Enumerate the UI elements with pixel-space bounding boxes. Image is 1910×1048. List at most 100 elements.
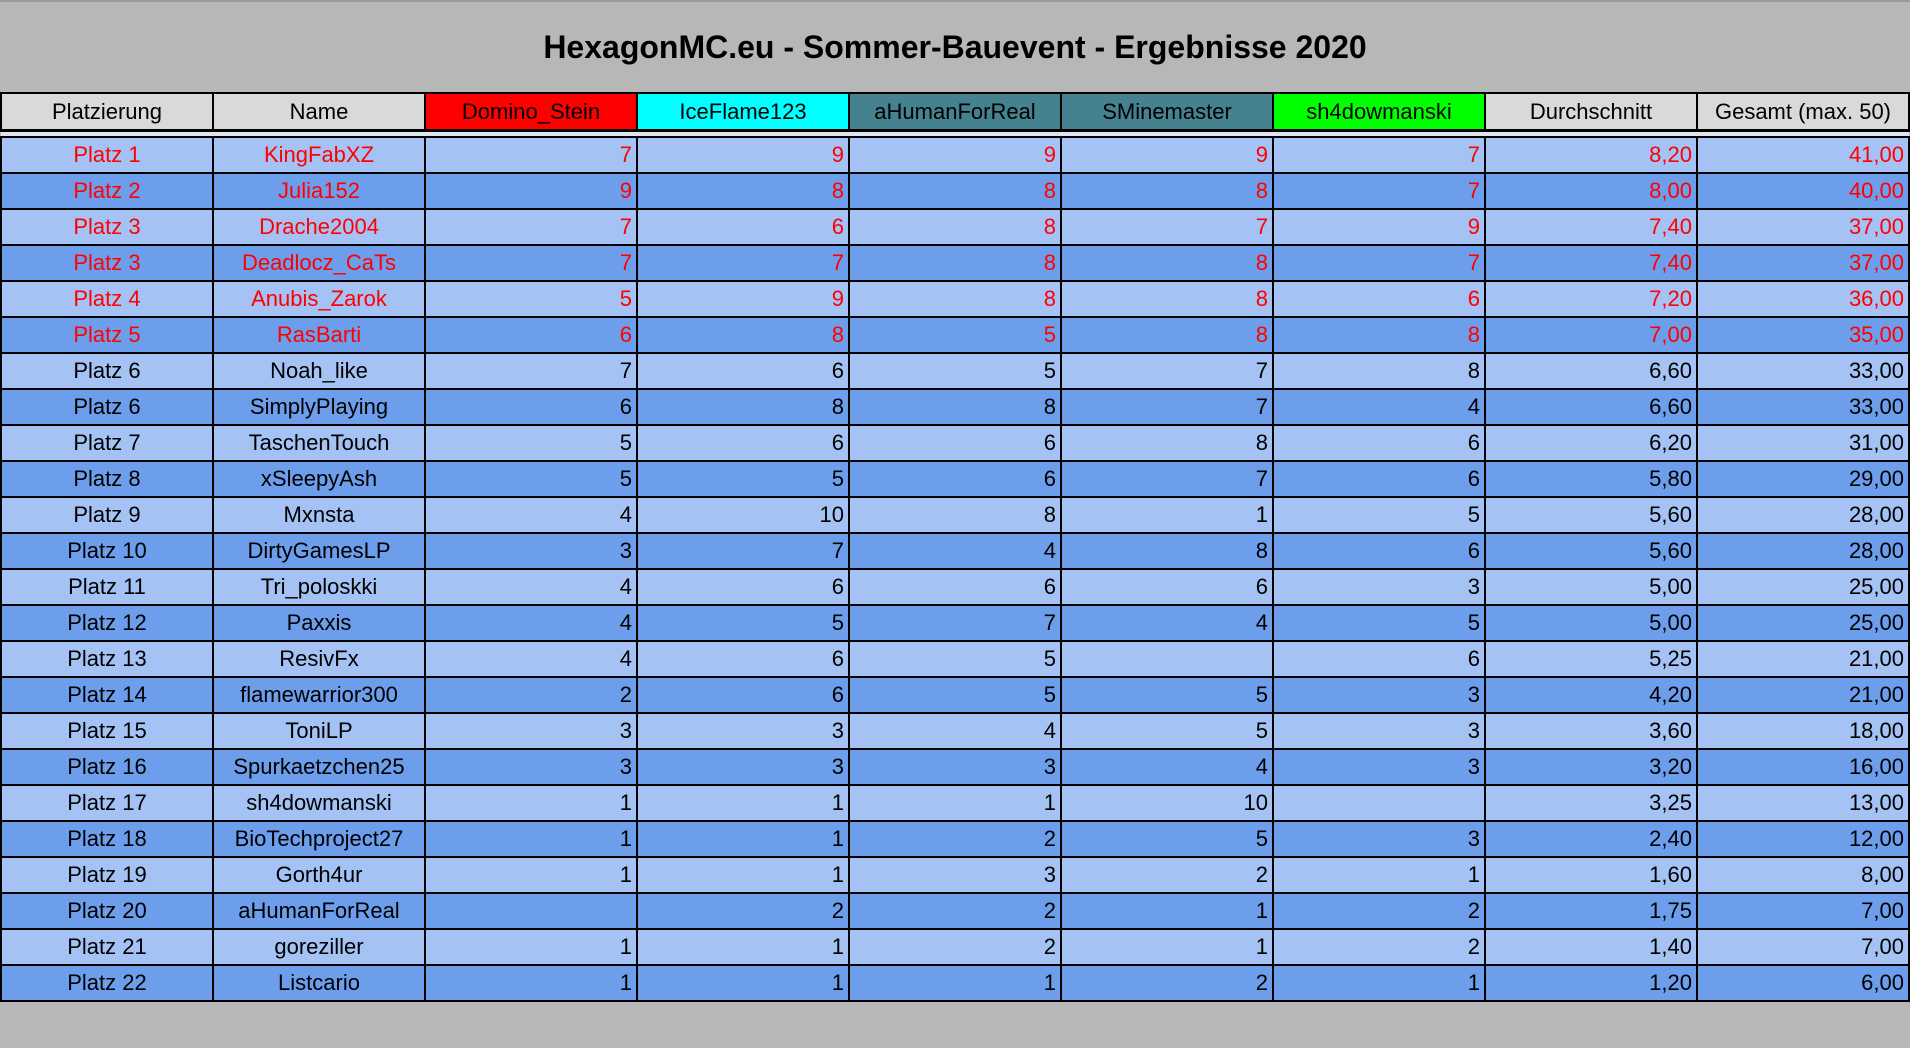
average-cell[interactable]: 8,20 [1484,136,1698,174]
score-cell[interactable]: 6 [424,388,638,426]
total-cell[interactable]: 35,00 [1696,316,1910,354]
average-cell[interactable]: 4,20 [1484,676,1698,714]
score-cell[interactable]: 2 [1272,892,1486,930]
column-header-sh4dowmanski[interactable]: sh4dowmanski [1272,92,1486,132]
score-cell[interactable]: 7 [1272,172,1486,210]
name-cell[interactable]: Deadlocz_CaTs [212,244,426,282]
score-cell[interactable]: 3 [1272,748,1486,786]
score-cell[interactable]: 7 [1272,136,1486,174]
score-cell[interactable]: 7 [424,352,638,390]
total-cell[interactable]: 12,00 [1696,820,1910,858]
score-cell[interactable]: 9 [1060,136,1274,174]
score-cell[interactable]: 8 [848,280,1062,318]
total-cell[interactable]: 33,00 [1696,352,1910,390]
score-cell[interactable]: 7 [1060,388,1274,426]
score-cell[interactable] [1060,640,1274,678]
placement-cell[interactable]: Platz 15 [0,712,214,750]
score-cell[interactable]: 5 [636,460,850,498]
total-cell[interactable]: 7,00 [1696,892,1910,930]
score-cell[interactable]: 8 [848,244,1062,282]
score-cell[interactable]: 8 [1060,532,1274,570]
name-cell[interactable]: Mxnsta [212,496,426,534]
total-cell[interactable]: 31,00 [1696,424,1910,462]
total-cell[interactable]: 18,00 [1696,712,1910,750]
score-cell[interactable]: 10 [636,496,850,534]
score-cell[interactable]: 7 [1060,208,1274,246]
score-cell[interactable]: 1 [848,784,1062,822]
score-cell[interactable]: 1 [636,928,850,966]
score-cell[interactable]: 5 [848,316,1062,354]
placement-cell[interactable]: Platz 22 [0,964,214,1002]
name-cell[interactable]: RasBarti [212,316,426,354]
name-cell[interactable]: Spurkaetzchen25 [212,748,426,786]
average-cell[interactable]: 5,60 [1484,532,1698,570]
average-cell[interactable]: 1,20 [1484,964,1698,1002]
average-cell[interactable]: 1,75 [1484,892,1698,930]
total-cell[interactable]: 28,00 [1696,532,1910,570]
column-header-iceflame123[interactable]: IceFlame123 [636,92,850,132]
placement-cell[interactable]: Platz 4 [0,280,214,318]
name-cell[interactable]: Anubis_Zarok [212,280,426,318]
score-cell[interactable]: 8 [848,172,1062,210]
average-cell[interactable]: 6,60 [1484,352,1698,390]
placement-cell[interactable]: Platz 13 [0,640,214,678]
score-cell[interactable]: 8 [1060,316,1274,354]
score-cell[interactable]: 4 [1060,604,1274,642]
score-cell[interactable]: 5 [848,676,1062,714]
column-header-name[interactable]: Name [212,92,426,132]
score-cell[interactable]: 5 [424,280,638,318]
score-cell[interactable]: 2 [1060,964,1274,1002]
score-cell[interactable]: 4 [848,712,1062,750]
placement-cell[interactable]: Platz 14 [0,676,214,714]
score-cell[interactable]: 1 [1060,496,1274,534]
score-cell[interactable]: 9 [636,136,850,174]
placement-cell[interactable]: Platz 5 [0,316,214,354]
score-cell[interactable]: 6 [636,640,850,678]
score-cell[interactable]: 3 [424,748,638,786]
score-cell[interactable]: 6 [636,208,850,246]
score-cell[interactable]: 8 [1272,316,1486,354]
name-cell[interactable]: ToniLP [212,712,426,750]
total-cell[interactable]: 8,00 [1696,856,1910,894]
average-cell[interactable]: 8,00 [1484,172,1698,210]
name-cell[interactable]: Gorth4ur [212,856,426,894]
average-cell[interactable]: 3,25 [1484,784,1698,822]
score-cell[interactable]: 8 [636,316,850,354]
score-cell[interactable]: 1 [1272,964,1486,1002]
score-cell[interactable]: 7 [1060,460,1274,498]
placement-cell[interactable]: Platz 2 [0,172,214,210]
score-cell[interactable]: 2 [1272,928,1486,966]
score-cell[interactable]: 8 [1060,424,1274,462]
score-cell[interactable]: 3 [424,712,638,750]
score-cell[interactable]: 2 [848,820,1062,858]
placement-cell[interactable]: Platz 6 [0,388,214,426]
score-cell[interactable]: 5 [1272,604,1486,642]
total-cell[interactable]: 21,00 [1696,676,1910,714]
placement-cell[interactable]: Platz 12 [0,604,214,642]
score-cell[interactable]: 4 [424,568,638,606]
placement-cell[interactable]: Platz 3 [0,244,214,282]
score-cell[interactable]: 8 [636,172,850,210]
score-cell[interactable]: 9 [848,136,1062,174]
name-cell[interactable]: Tri_poloskki [212,568,426,606]
score-cell[interactable]: 4 [1060,748,1274,786]
name-cell[interactable]: BioTechproject27 [212,820,426,858]
name-cell[interactable]: KingFabXZ [212,136,426,174]
score-cell[interactable]: 6 [848,568,1062,606]
score-cell[interactable]: 1 [636,820,850,858]
name-cell[interactable]: Listcario [212,964,426,1002]
score-cell[interactable]: 9 [636,280,850,318]
score-cell[interactable]: 7 [424,244,638,282]
average-cell[interactable]: 5,00 [1484,604,1698,642]
score-cell[interactable]: 1 [636,784,850,822]
average-cell[interactable]: 7,40 [1484,244,1698,282]
placement-cell[interactable]: Platz 7 [0,424,214,462]
column-header-ahumanforreal[interactable]: aHumanForReal [848,92,1062,132]
average-cell[interactable]: 1,40 [1484,928,1698,966]
name-cell[interactable]: xSleepyAsh [212,460,426,498]
score-cell[interactable]: 7 [848,604,1062,642]
column-header-platzierung[interactable]: Platzierung [0,92,214,132]
score-cell[interactable]: 6 [424,316,638,354]
total-cell[interactable]: 29,00 [1696,460,1910,498]
total-cell[interactable]: 37,00 [1696,244,1910,282]
